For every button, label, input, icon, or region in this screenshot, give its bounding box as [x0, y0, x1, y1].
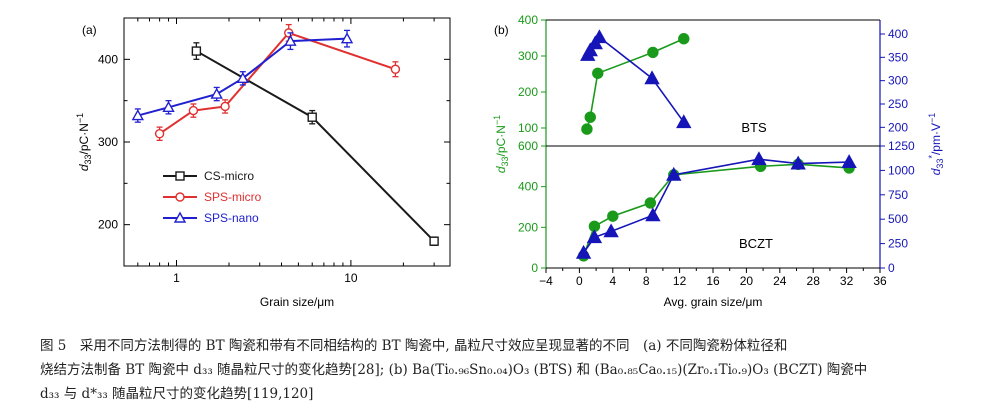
data-point-BTS-d33	[647, 46, 659, 59]
data-point-CS-micro	[191, 46, 202, 56]
panel-label: (a)	[82, 23, 97, 37]
data-point-SPS-micro	[220, 101, 230, 112]
y-axis-title: d33/pC·N−1	[75, 113, 93, 171]
figure-caption: 图 5 采用不同方法制得的 BT 陶瓷和带有不同相结构的 BT 陶瓷中, 晶粒尺…	[40, 334, 980, 406]
data-point-BCZT-d*33	[751, 151, 767, 166]
y-tick-label-left: 400	[518, 13, 538, 27]
x-tick-label: 1	[173, 271, 180, 285]
x-tick-label: 8	[643, 274, 650, 288]
plot-frame	[123, 17, 451, 267]
data-point-BTS-d33	[592, 67, 604, 79]
data-point-BCZT-d33	[644, 197, 657, 209]
y-tick-label-left: 400	[518, 180, 538, 194]
y-tick-label-right: 500	[888, 212, 908, 226]
data-point-SPS-nano	[340, 32, 354, 44]
caption-line-3: d₃₃ 与 d*₃₃ 随晶粒尺寸的变化趋势[119,120]	[40, 386, 314, 402]
data-point-BCZT-d*33	[790, 155, 806, 170]
y-tick-label-right: 0	[888, 261, 895, 275]
y-axis-title-left: d33/pC·N−1	[492, 115, 510, 173]
data-point-SPS-nano	[210, 87, 223, 99]
legend-marker	[175, 192, 185, 202]
series-line-BCZT-d*33	[582, 158, 850, 254]
y-tick-label-right: 350	[888, 50, 908, 64]
x-tick-label: −4	[539, 274, 553, 288]
y-tick-label: 400	[98, 52, 118, 66]
x-tick-label: 36	[873, 274, 887, 288]
caption-line-1: 图 5 采用不同方法制得的 BT 陶瓷和带有不同相结构的 BT 陶瓷中, 晶粒尺…	[40, 338, 788, 354]
y-tick-label-right: 1000	[888, 163, 915, 177]
y-tick-label-right: 400	[888, 27, 908, 41]
data-point-BTS-d*33	[676, 114, 692, 129]
subpanel-label: BTS	[741, 120, 767, 135]
x-tick-label: 24	[773, 274, 787, 288]
data-point-BTS-d*33	[591, 29, 608, 44]
data-point-SPS-micro	[154, 129, 165, 139]
data-point-BCZT-d*33	[586, 229, 603, 244]
data-point-SPS-micro	[390, 64, 401, 74]
data-point-SPS-nano	[284, 34, 297, 46]
data-point-SPS-nano	[236, 71, 250, 84]
data-point-SPS-nano	[162, 100, 175, 112]
panel-label: (b)	[494, 23, 509, 37]
data-point-BCZT-d*33	[841, 154, 857, 169]
data-point-BTS-d*33	[644, 70, 660, 85]
y-tick-label-right: 750	[888, 188, 908, 202]
data-point-BCZT-d*33	[645, 207, 661, 222]
y-tick-label-right: 1250	[888, 139, 915, 153]
x-tick-label: 20	[740, 274, 754, 288]
data-point-BCZT-d33	[607, 210, 619, 222]
data-point-SPS-micro	[188, 105, 199, 116]
data-point-CS-micro	[429, 236, 439, 246]
caption-line-2: 烧结方法制备 BT 陶瓷中 d₃₃ 随晶粒尺寸的变化趋势[28]; (b) Ba…	[40, 362, 868, 378]
series-line-SPS-nano	[137, 37, 348, 117]
data-point-BTS-d33	[581, 123, 593, 135]
legend-marker	[173, 211, 187, 223]
y-tick-label-left: 200	[518, 85, 538, 99]
series-line-BTS-d*33	[587, 36, 685, 123]
y-tick-label-right: 200	[888, 120, 908, 134]
x-tick-label: 32	[840, 274, 854, 288]
y-tick-label-left: 0	[531, 261, 538, 275]
x-tick-label: 28	[807, 274, 821, 288]
legend-label: SPS-nano	[204, 211, 259, 225]
y-tick-label-right: 250	[888, 97, 908, 111]
x-tick-label: 16	[706, 274, 720, 288]
x-axis-title: Grain size/μm	[260, 295, 334, 309]
y-tick-label-left: 300	[518, 49, 538, 63]
y-tick-label: 300	[98, 135, 118, 149]
series-line-BCZT-d33	[582, 163, 850, 257]
data-point-BTS-d33	[584, 111, 596, 123]
subpanel-label: BCZT	[739, 236, 773, 251]
subpanel-BTS: 100 200 300 400 200 250 300 350 400 BTS	[518, 13, 908, 135]
y-tick-label: 200	[98, 218, 118, 232]
legend-marker	[175, 171, 185, 181]
y-tick-label-left: 100	[518, 121, 538, 135]
y-tick-label-left: 200	[518, 220, 538, 234]
data-point-BTS-d*33	[582, 42, 598, 57]
x-tick-label: 10	[344, 271, 358, 285]
data-point-BCZT-d*33	[666, 166, 682, 181]
x-axis-title: Avg. grain size/μm	[664, 295, 763, 309]
x-tick-label: 0	[576, 274, 583, 288]
y-tick-label-right: 250	[888, 237, 908, 251]
legend-label: SPS-micro	[204, 190, 262, 204]
data-point-BCZT-d*33	[575, 244, 592, 259]
x-tick-label: 4	[609, 274, 616, 288]
legend-label: CS-micro	[204, 169, 254, 183]
panel-a: (a) 1 10 200 300 400 Grain size/μm d33/pC·N−1 CS…	[75, 17, 451, 309]
subpanel-BCZT: 0 200 400 600 0 250 500 750 1000 1250 BCZT	[518, 139, 915, 275]
series-line-BTS-d33	[586, 37, 685, 130]
x-tick-label: 12	[673, 274, 687, 288]
data-point-BTS-d33	[678, 33, 690, 45]
y-tick-label-left: 600	[518, 139, 538, 153]
y-axis-title-right: d33*/pm·V−1	[927, 113, 945, 176]
data-point-CS-micro	[307, 112, 317, 122]
data-point-BCZT-d*33	[603, 223, 619, 238]
y-tick-label-right: 300	[888, 74, 908, 88]
data-point-SPS-nano	[131, 109, 144, 121]
